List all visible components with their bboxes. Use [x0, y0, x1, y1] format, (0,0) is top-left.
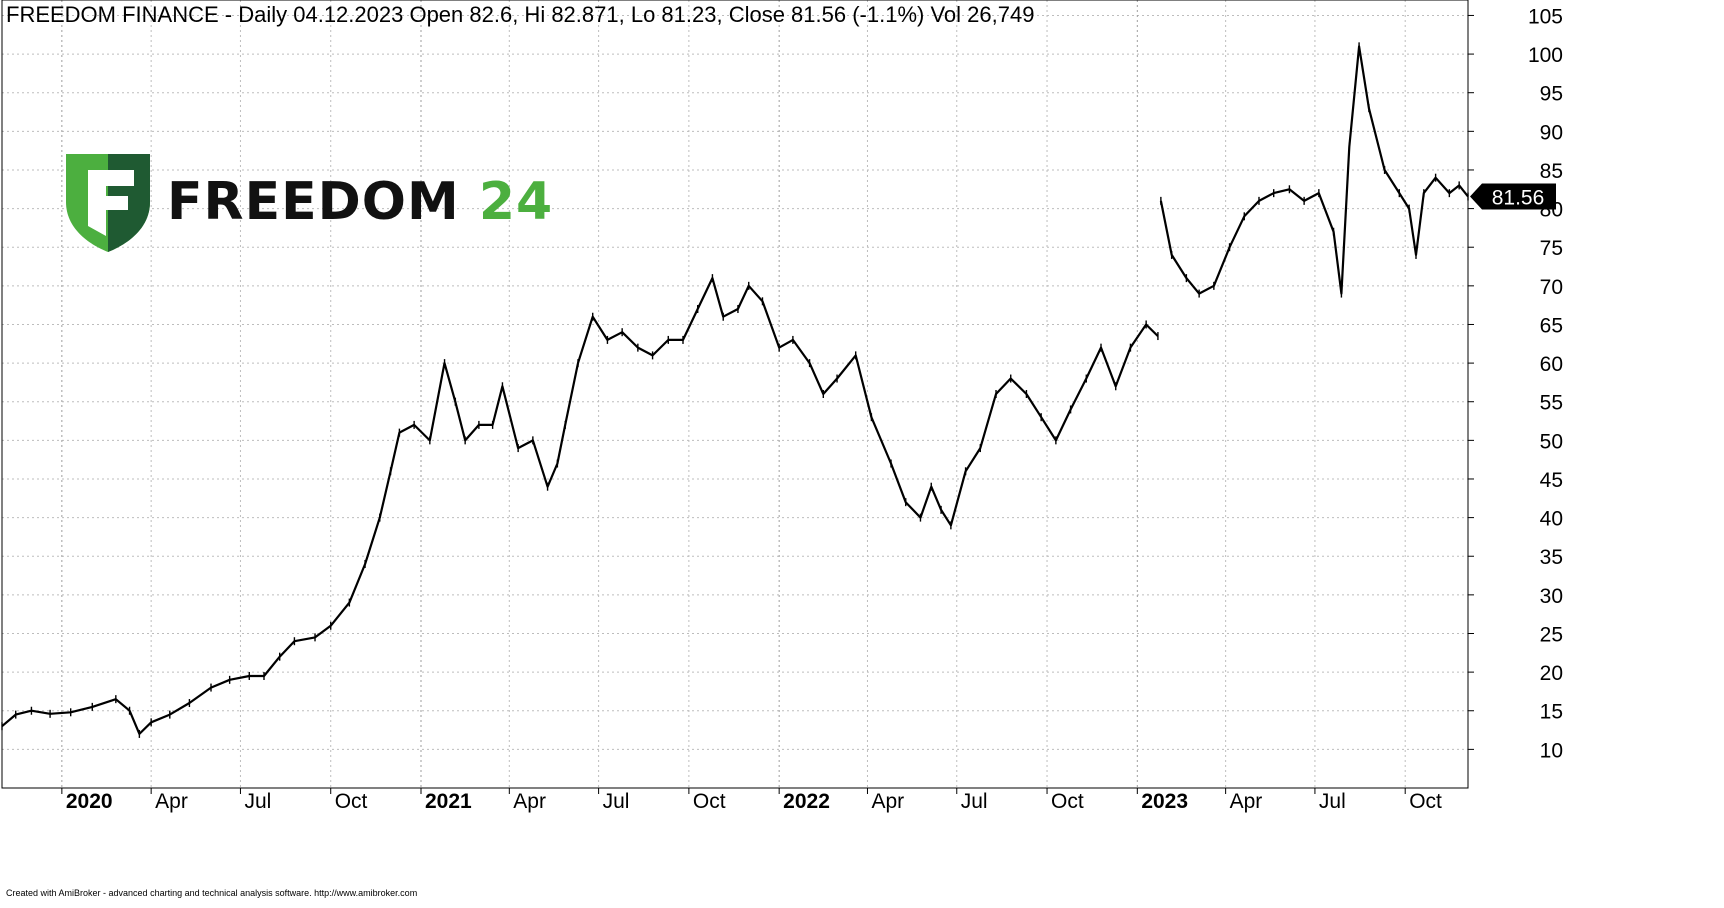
y-tick-label: 90 [1540, 121, 1563, 144]
axis-labels: 1015202530354045505560657075808590951001… [66, 5, 1563, 813]
y-tick-label: 85 [1540, 160, 1563, 183]
y-tick-label: 30 [1540, 585, 1563, 608]
x-tick-label: 2022 [783, 790, 830, 813]
last-price-marker: 81.56 [1470, 183, 1556, 210]
y-tick-label: 60 [1540, 353, 1563, 376]
last-price-tag [1470, 183, 1556, 210]
price-series [1, 42, 1469, 738]
y-tick-label: 75 [1540, 237, 1563, 260]
y-tick-label: 45 [1540, 469, 1563, 492]
y-tick-label: 65 [1540, 314, 1563, 337]
price-line-segment [1159, 45, 1469, 295]
x-tick-label: Oct [693, 790, 726, 813]
plot-frame [1, 0, 1469, 789]
logo-wordmark: FREEDOM 24 [167, 172, 553, 232]
shield-logo-icon [66, 154, 150, 252]
chart-title: FREEDOM FINANCE - Daily 04.12.2023 Open … [6, 2, 1035, 27]
x-tick-label: Jul [961, 790, 988, 813]
x-tick-label: Oct [1051, 790, 1084, 813]
last-price-label: 81.56 [1492, 187, 1545, 210]
y-tick-label: 10 [1540, 739, 1563, 762]
y-tick-label: 70 [1540, 276, 1563, 299]
x-tick-label: Oct [1409, 790, 1442, 813]
x-tick-label: Apr [1230, 790, 1263, 813]
grid [2, 0, 1468, 788]
footer-credit: Created with AmiBroker - advanced charti… [6, 888, 418, 898]
x-tick-label: Jul [603, 790, 630, 813]
price-line-segment [1, 277, 1159, 735]
y-tick-label: 55 [1540, 392, 1563, 415]
y-tick-label: 100 [1528, 44, 1563, 67]
x-tick-label: Apr [871, 790, 904, 813]
freedom24-logo: FREEDOM 24 [62, 150, 562, 260]
x-tick-label: Apr [155, 790, 188, 813]
y-tick-label: 105 [1528, 5, 1563, 28]
y-tick-label: 40 [1540, 508, 1563, 531]
x-tick-label: 2020 [66, 790, 113, 813]
y-tick-label: 35 [1540, 546, 1563, 569]
x-tick-label: 2023 [1141, 790, 1188, 813]
logo-word-freedom: FREEDOM [167, 172, 460, 232]
logo-word-24: 24 [478, 172, 554, 232]
x-tick-label: Jul [244, 790, 271, 813]
x-tick-label: Apr [513, 790, 546, 813]
axes [1, 0, 1474, 794]
x-tick-label: Jul [1319, 790, 1346, 813]
y-tick-label: 15 [1540, 701, 1563, 724]
y-tick-label: 50 [1540, 430, 1563, 453]
y-tick-label: 20 [1540, 662, 1563, 685]
x-tick-label: 2021 [425, 790, 472, 813]
x-tick-label: Oct [335, 790, 368, 813]
y-tick-label: 25 [1540, 623, 1563, 646]
y-tick-label: 95 [1540, 83, 1563, 106]
